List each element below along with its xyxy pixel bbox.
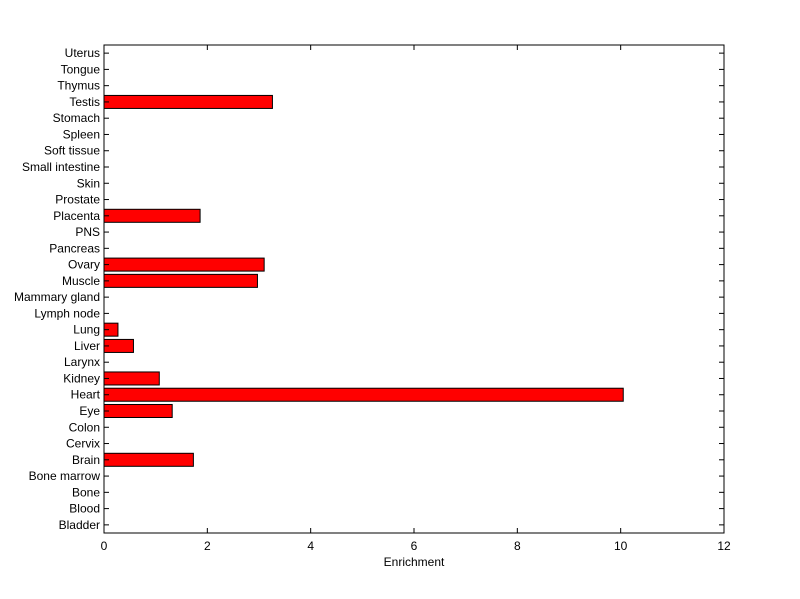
plot-frame xyxy=(103,44,725,534)
y-tick-label-larynx: Larynx xyxy=(64,355,100,369)
y-tick-label-ovary: Ovary xyxy=(68,258,100,272)
x-tick-label-12: 12 xyxy=(717,539,731,553)
x-tick-label-8: 8 xyxy=(514,539,521,553)
y-tick-label-bone-marrow: Bone marrow xyxy=(29,469,101,483)
y-tick-label-placenta: Placenta xyxy=(53,209,100,223)
y-tick-label-spleen: Spleen xyxy=(63,127,100,141)
y-tick-label-uterus: Uterus xyxy=(65,46,100,60)
bars-layer xyxy=(103,94,624,467)
y-tick-label-testis: Testis xyxy=(69,95,100,109)
y-tick-label-soft-tissue: Soft tissue xyxy=(44,144,100,158)
bar-ovary xyxy=(103,257,265,272)
y-tick-label-brain: Brain xyxy=(72,453,100,467)
y-tick-label-colon: Colon xyxy=(69,420,100,434)
y-tick-label-muscle: Muscle xyxy=(62,274,100,288)
bar-kidney xyxy=(103,371,160,386)
x-tick-label-2: 2 xyxy=(204,539,211,553)
y-tick-label-lung: Lung xyxy=(73,323,100,337)
y-tick-label-bone: Bone xyxy=(72,485,100,499)
labels-layer: Bladder Blood Bone Bone marrow Brain Cervix Co… xyxy=(14,46,731,553)
bar-heart xyxy=(103,387,624,402)
y-tick-label-cervix: Cervix xyxy=(66,437,100,451)
y-tick-label-skin: Skin xyxy=(77,176,100,190)
y-tick-label-kidney: Kidney xyxy=(63,371,100,385)
ticks-layer xyxy=(103,45,725,533)
y-tick-label-blood: Blood xyxy=(69,502,100,516)
y-tick-label-pancreas: Pancreas xyxy=(49,241,100,255)
bar-muscle xyxy=(103,273,258,288)
y-tick-label-pns: PNS xyxy=(75,225,100,239)
bar-placenta xyxy=(103,208,201,223)
y-tick-label-tongue: Tongue xyxy=(61,62,101,76)
y-tick-label-liver: Liver xyxy=(74,339,100,353)
bar-testis xyxy=(103,94,273,109)
y-tick-label-stomach: Stomach xyxy=(53,111,100,125)
bar-eye xyxy=(103,403,173,419)
y-tick-label-heart: Heart xyxy=(71,388,101,402)
x-axis-label: Enrichment xyxy=(384,555,445,569)
y-tick-label-prostate: Prostate xyxy=(55,193,100,207)
y-tick-label-mammary-gland: Mammary gland xyxy=(14,290,100,304)
y-tick-label-bladder: Bladder xyxy=(59,518,100,532)
y-tick-label-eye: Eye xyxy=(79,404,100,418)
y-tick-label-lymph-node: Lymph node xyxy=(34,306,100,320)
bar-brain xyxy=(103,452,194,467)
x-tick-label-0: 0 xyxy=(101,539,108,553)
x-tick-label-6: 6 xyxy=(411,539,418,553)
y-tick-label-thymus: Thymus xyxy=(57,79,100,93)
x-tick-label-10: 10 xyxy=(614,539,628,553)
y-tick-label-small-intestine: Small intestine xyxy=(22,160,100,174)
x-tick-label-4: 4 xyxy=(307,539,314,553)
